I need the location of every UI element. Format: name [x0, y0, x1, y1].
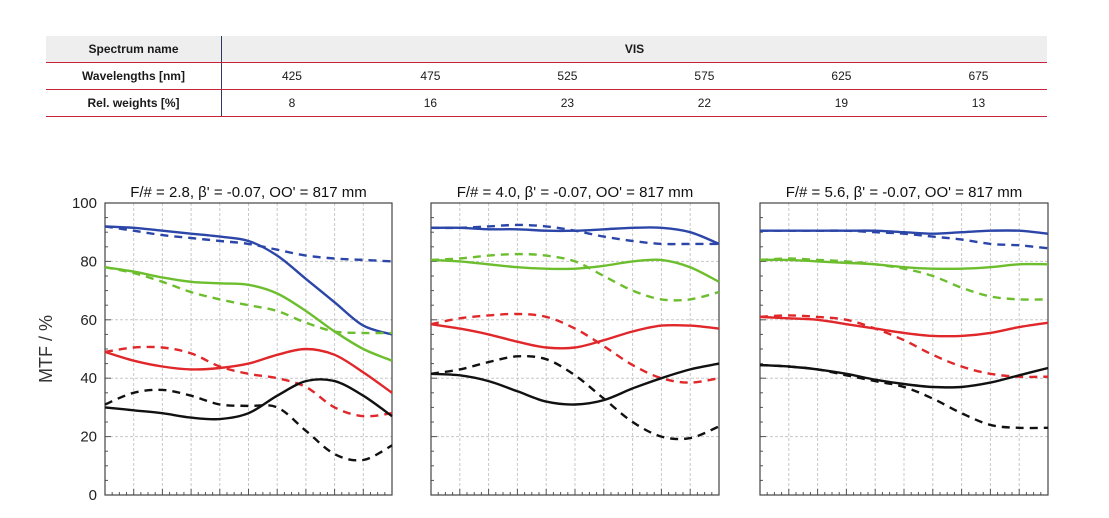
plot-frame — [430, 202, 720, 496]
series-line-red-dashed — [104, 345, 393, 418]
weight-cell: 8 — [221, 89, 362, 117]
series-line-green-solid — [759, 258, 1049, 271]
series-line-green-dashed — [759, 257, 1049, 301]
chart-title: F/# = 4.0, β' = -0.07, OO' = 817 mm — [457, 184, 694, 201]
spectrum-name-value: VIS — [221, 36, 1047, 63]
plot-frame — [104, 202, 393, 496]
wavelength-cell: 425 — [221, 62, 362, 90]
wavelength-cell: 575 — [635, 62, 773, 90]
series-line-red-solid — [104, 347, 393, 394]
chart-title: F/# = 2.8, β' = -0.07, OO' = 817 mm — [130, 184, 367, 201]
wavelengths-row: Wavelengths [nm] 425 475 525 575 625 675 — [46, 62, 1047, 90]
series-line-blue-dashed — [104, 225, 393, 263]
weight-cell: 13 — [909, 89, 1047, 117]
chart-title: F/# = 5.6, β' = -0.07, OO' = 817 mm — [786, 184, 1023, 201]
wavelengths-label: Wavelengths [nm] — [46, 62, 222, 90]
series-line-green-solid — [104, 266, 393, 362]
spectrum-name-label: Spectrum name — [46, 36, 222, 63]
series-line-green-solid — [430, 258, 720, 283]
series-line-red-solid — [430, 323, 720, 350]
weight-cell: 19 — [772, 89, 910, 117]
series-line-red-solid — [759, 315, 1049, 338]
plot-frame — [759, 202, 1049, 496]
series-line-red-dashed — [430, 312, 720, 384]
weights-label: Rel. weights [%] — [46, 89, 222, 117]
y-axis-label: MTF / % — [36, 315, 56, 383]
y-tick-label: 20 — [80, 429, 97, 446]
series-line-green-dashed — [430, 252, 720, 302]
series-line-black-solid — [104, 378, 393, 421]
y-tick-label: 80 — [80, 253, 97, 270]
wavelength-cell: 525 — [498, 62, 636, 90]
weight-cell: 22 — [635, 89, 773, 117]
wavelength-cell: 625 — [772, 62, 910, 90]
series-line-black-dashed — [759, 363, 1049, 430]
wavelength-cell: 675 — [909, 62, 1047, 90]
series-line-blue-dashed — [430, 223, 719, 246]
series-line-red-dashed — [759, 314, 1049, 379]
y-tick-label: 100 — [72, 195, 97, 212]
weight-cell: 16 — [361, 89, 499, 117]
mtf-chart-1: F/# = 2.8, β' = -0.07, OO' = 817 mm 0 20 40… — [36, 184, 393, 504]
mtf-chart-3: F/# = 5.6, β' = -0.07, OO' = 817 mm — [759, 184, 1049, 496]
weights-row: Rel. weights [%] 8 16 23 22 19 13 — [46, 89, 1047, 117]
weight-cell: 23 — [498, 89, 636, 117]
mtf-chart-2: F/# = 4.0, β' = -0.07, OO' = 817 mm — [430, 184, 720, 496]
series-line-blue-solid — [104, 225, 393, 336]
series-line-blue-dashed — [760, 229, 1049, 250]
series-line-black-solid — [430, 362, 720, 406]
wavelength-cell: 475 — [361, 62, 499, 90]
y-tick-label: 60 — [80, 312, 97, 329]
y-tick-label: 40 — [80, 370, 97, 387]
spectrum-table: Spectrum name VIS Wavelengths [nm] 425 4… — [46, 36, 1047, 117]
spectrum-row: Spectrum name VIS — [46, 36, 1047, 63]
y-tick-label: 0 — [89, 487, 97, 504]
